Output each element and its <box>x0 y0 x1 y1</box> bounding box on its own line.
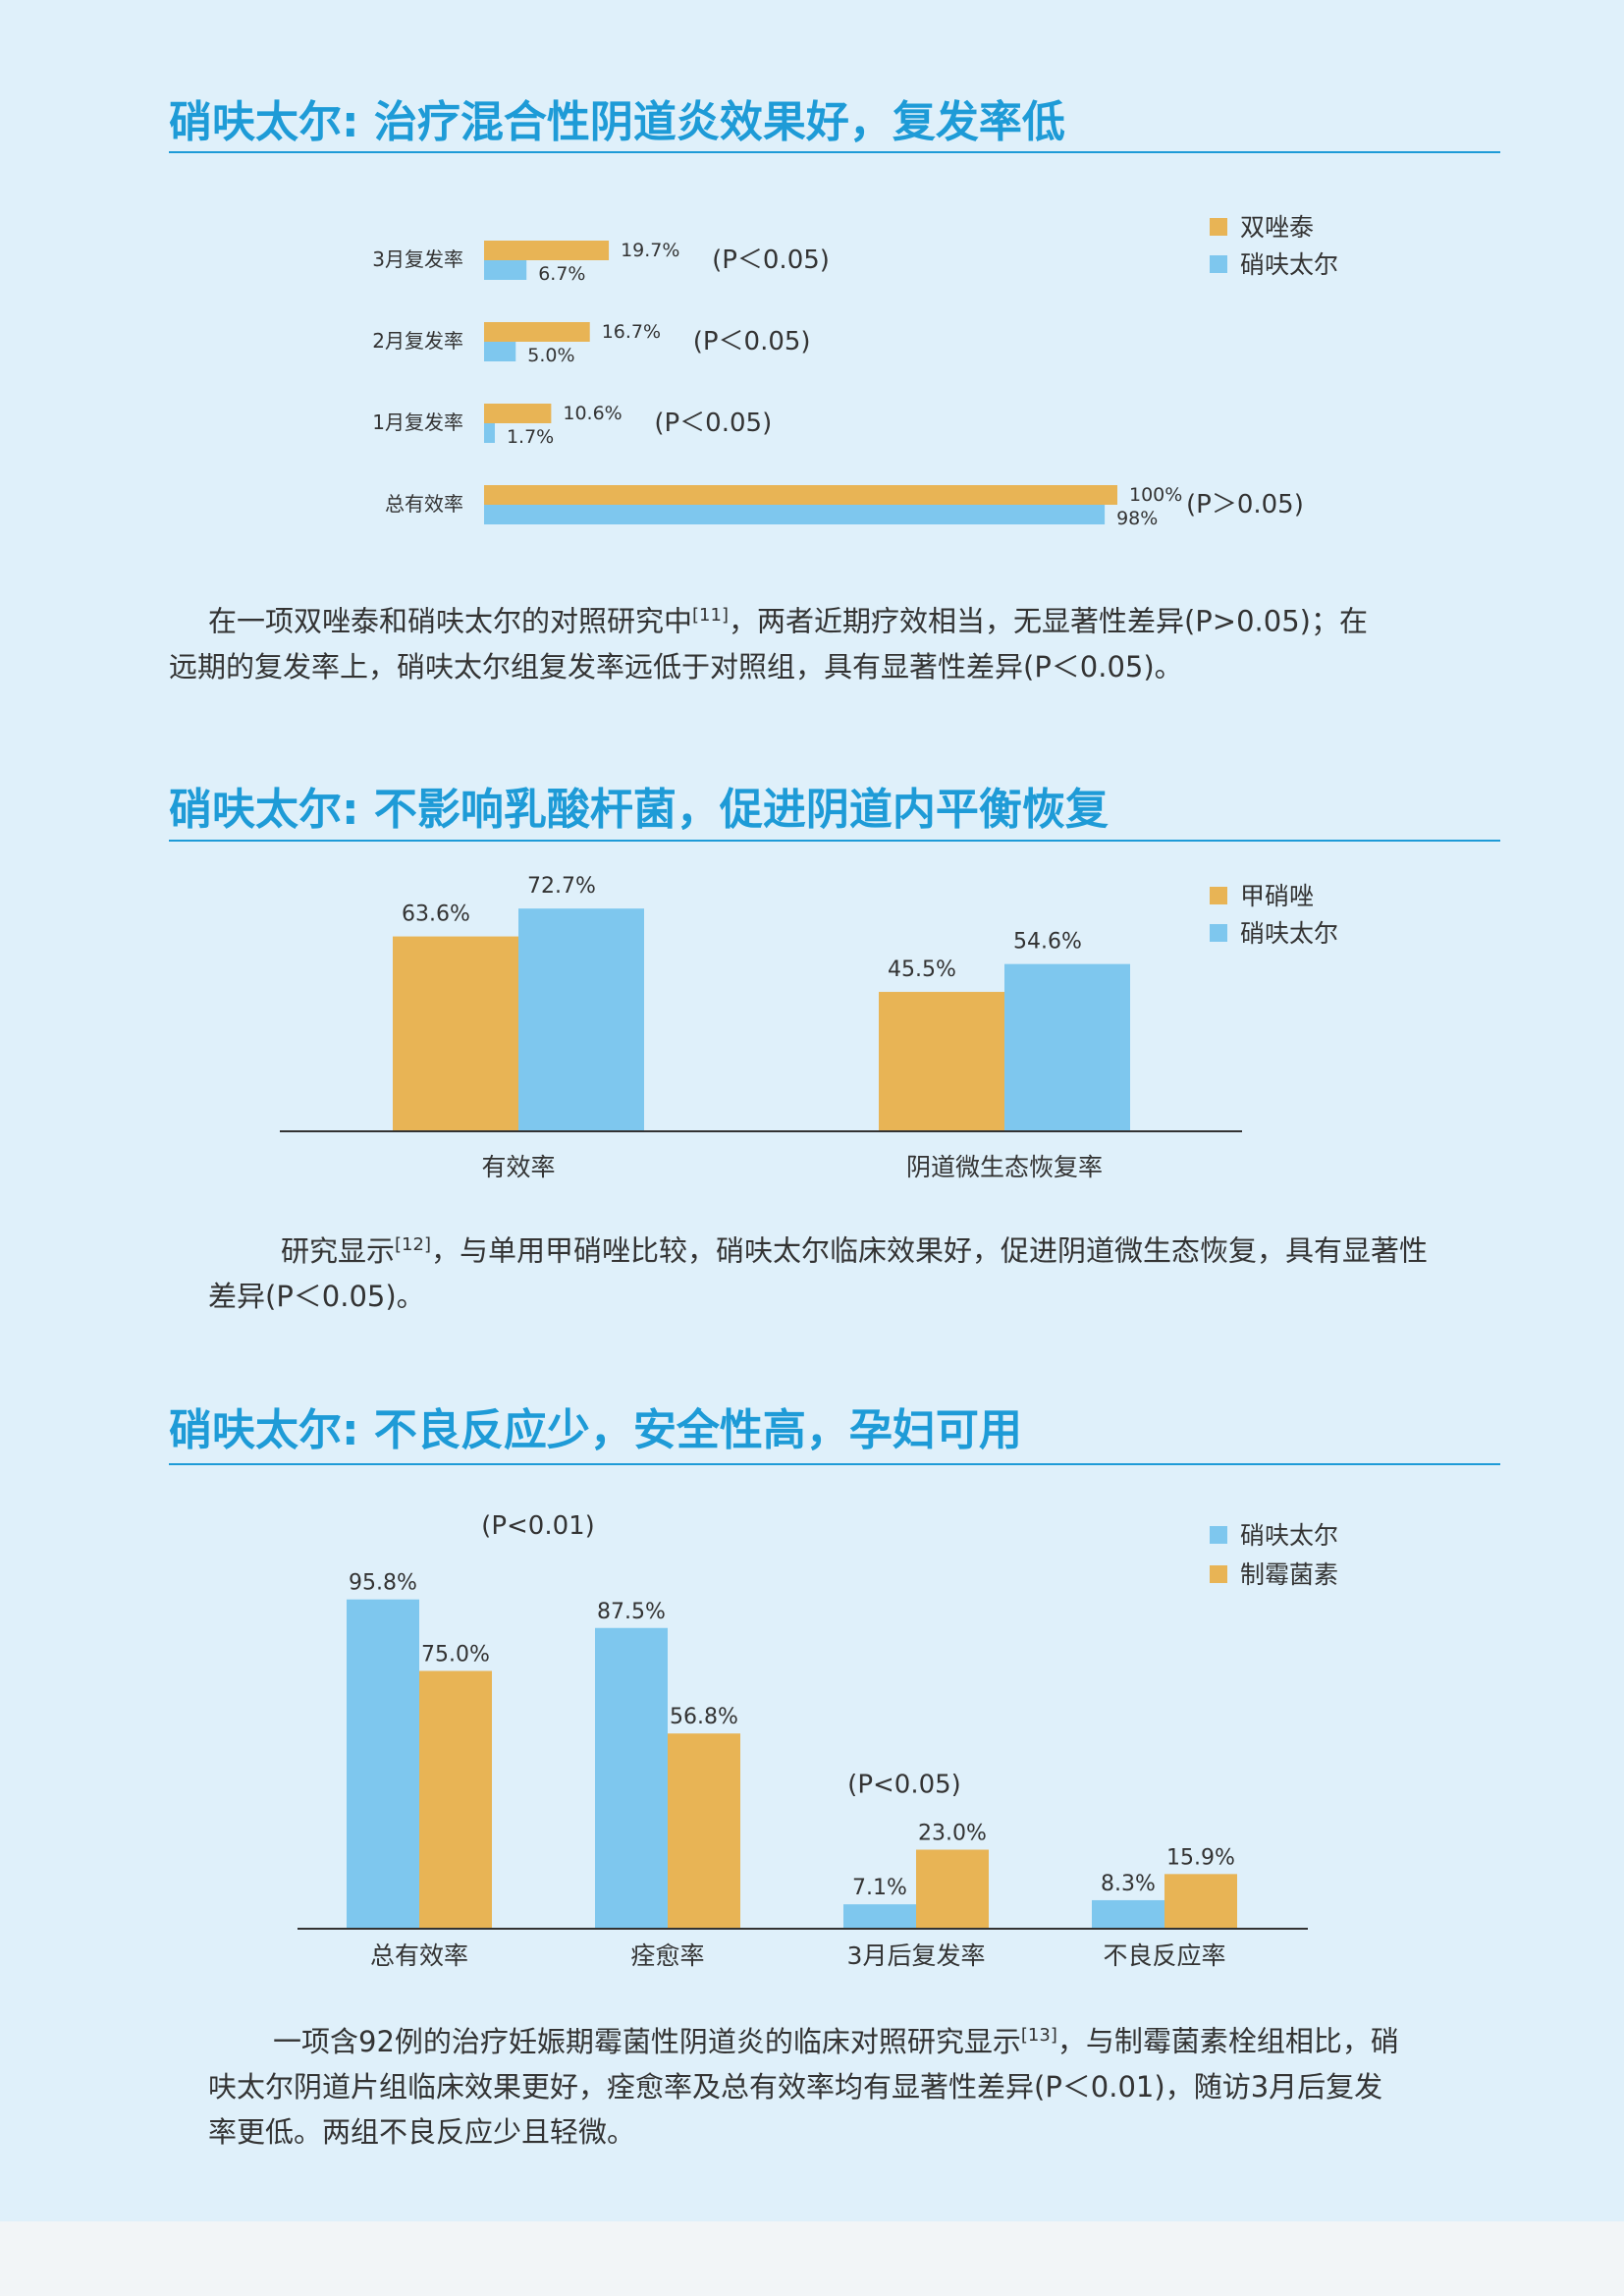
data-label: 56.8% <box>670 1705 738 1729</box>
bar <box>419 1670 492 1929</box>
para-2-line2: 差异(P＜0.05)。 <box>208 1279 425 1313</box>
para-3-line1-b: ，与制霉菌素栓组相比，硝 <box>1056 2024 1399 2058</box>
category-label: 有效率 <box>481 1153 555 1181</box>
section-2-title: 硝呋太尔: 不影响乳酸杆菌，促进阴道内平衡恢复 <box>169 785 1109 835</box>
data-label: 8.3% <box>1101 1872 1156 1896</box>
p-value-annotation: (P＜0.05) <box>693 327 811 356</box>
section-2-paragraph: 研究显示[12]，与单用甲硝唑比较，硝呋太尔临床效果好，促进阴道微生态恢复，具有… <box>208 1223 1475 1319</box>
legend-label: 甲硝唑 <box>1240 882 1314 910</box>
data-label: 54.6% <box>1013 930 1082 955</box>
category-label: 不良反应率 <box>1103 1941 1225 1970</box>
data-label: 6.7% <box>538 263 585 285</box>
data-label: 63.6% <box>402 902 470 927</box>
data-label: 5.0% <box>527 345 574 366</box>
data-label: 72.7% <box>527 874 596 899</box>
category-label: 3月复发率 <box>372 247 463 271</box>
p-value-annotation: (P＜0.05) <box>654 409 772 438</box>
data-label: 87.5% <box>597 1600 666 1624</box>
bar <box>393 936 518 1131</box>
p-value-annotation: (P<0.01) <box>481 1511 595 1541</box>
legend-swatch <box>1210 1526 1227 1544</box>
section-1-title: 硝呋太尔: 治疗混合性阴道炎效果好，复发率低 <box>169 97 1065 147</box>
data-label: 1.7% <box>507 426 554 448</box>
section-2-divider <box>169 840 1500 842</box>
legend-swatch <box>1210 218 1227 236</box>
bar <box>1004 963 1130 1131</box>
bar <box>843 1904 916 1929</box>
data-label: 100% <box>1129 484 1182 506</box>
bar <box>668 1733 740 1929</box>
para-1-ref: [11] <box>692 605 729 626</box>
p-value-annotation: (P<0.05) <box>847 1771 961 1800</box>
bar <box>1092 1899 1164 1929</box>
para-1-line2: 远期的复发率上，硝呋太尔组复发率远低于对照组，具有显著性差异(P＜0.05)。 <box>169 649 1183 683</box>
bar <box>518 908 644 1131</box>
data-label: 7.1% <box>852 1876 907 1900</box>
page-bottom-band <box>0 2221 1624 2296</box>
legend-swatch <box>1210 1565 1227 1583</box>
category-label: 2月复发率 <box>372 329 463 353</box>
bar <box>347 1599 419 1929</box>
para-2-ref: [12] <box>395 1234 431 1255</box>
category-label: 痊愈率 <box>630 1941 704 1970</box>
chart-safety-bar: 95.8% 75.0% 总有效率 87.5% 56.8% 痊愈率 7.1% 23.0% 3月后复… <box>298 1511 1338 1970</box>
data-label: 19.7% <box>621 240 679 261</box>
section-1-divider <box>169 151 1500 153</box>
section-3-divider <box>169 1463 1500 1465</box>
legend-swatch <box>1210 887 1227 904</box>
section-3-paragraph: 一项含92例的治疗妊娠期霉菌性阴道炎的临床对照研究显示[13]，与制霉菌素栓组相… <box>208 2013 1475 2155</box>
data-label: 23.0% <box>918 1822 987 1846</box>
category-label: 阴道微生态恢复率 <box>906 1153 1103 1181</box>
para-2-line1-b: ，与单用甲硝唑比较，硝呋太尔临床效果好，促进阴道微生态恢复，具有显著性 <box>430 1233 1428 1268</box>
para-1-line1-a: 在一项双唑泰和硝呋太尔的对照研究中 <box>208 604 693 638</box>
data-label: 45.5% <box>888 957 956 982</box>
legend-label: 硝呋太尔 <box>1240 250 1338 279</box>
category-label: 3月后复发率 <box>847 1941 986 1970</box>
bar <box>484 241 610 260</box>
bar <box>484 423 495 443</box>
bar <box>484 342 516 361</box>
data-label: 10.6% <box>563 403 622 424</box>
legend-swatch <box>1210 924 1227 942</box>
bar <box>916 1849 989 1929</box>
bar <box>484 404 552 423</box>
para-3-ref: [13] <box>1020 2025 1057 2046</box>
bar <box>484 485 1117 505</box>
para-3-line2: 呋太尔阴道片组临床效果更好，痊愈率及总有效率均有显著性差异(P＜0.01)，随访… <box>208 2069 1383 2104</box>
legend-label: 制霉菌素 <box>1240 1560 1338 1589</box>
data-label: 75.0% <box>421 1643 490 1667</box>
category-label: 总有效率 <box>370 1941 468 1970</box>
para-2-line1-a: 研究显示 <box>281 1233 396 1268</box>
p-value-annotation: (P＞0.05) <box>1186 490 1304 519</box>
legend-label: 硝呋太尔 <box>1240 919 1338 948</box>
category-label: 总有效率 <box>385 492 463 516</box>
data-label: 95.8% <box>349 1571 417 1596</box>
chart-recurrence-horizontal-bar: 3月复发率 19.7% 6.7% (P＜0.05) 2月复发率 16.7% 5.0% (P＜0… <box>372 213 1338 529</box>
bar <box>1164 1874 1237 1929</box>
para-3-line3: 率更低。两组不良反应少且轻微。 <box>208 2114 636 2149</box>
para-3-line1-a: 一项含92例的治疗妊娠期霉菌性阴道炎的临床对照研究显示 <box>273 2024 1021 2058</box>
section-1-paragraph: 在一项双唑泰和硝呋太尔的对照研究中[11]，两者近期疗效相当，无显著性差异(P>… <box>169 593 1475 689</box>
section-3-title: 硝呋太尔: 不良反应少，安全性高，孕妇可用 <box>169 1405 1022 1455</box>
p-value-annotation: (P＜0.05) <box>712 246 830 275</box>
legend-swatch <box>1210 255 1227 273</box>
bar <box>484 505 1106 524</box>
legend-label: 硝呋太尔 <box>1240 1521 1338 1550</box>
legend-label: 双唑泰 <box>1240 213 1314 242</box>
bar <box>484 260 527 280</box>
category-label: 1月复发率 <box>372 410 463 434</box>
data-label: 98% <box>1116 508 1158 529</box>
bar <box>595 1627 668 1929</box>
data-label: 15.9% <box>1166 1845 1235 1870</box>
bar <box>484 322 590 342</box>
para-1-line1-b: ，两者近期疗效相当，无显著性差异(P>0.05)；在 <box>728 604 1368 638</box>
bar <box>879 992 1004 1131</box>
data-label: 16.7% <box>602 321 661 343</box>
